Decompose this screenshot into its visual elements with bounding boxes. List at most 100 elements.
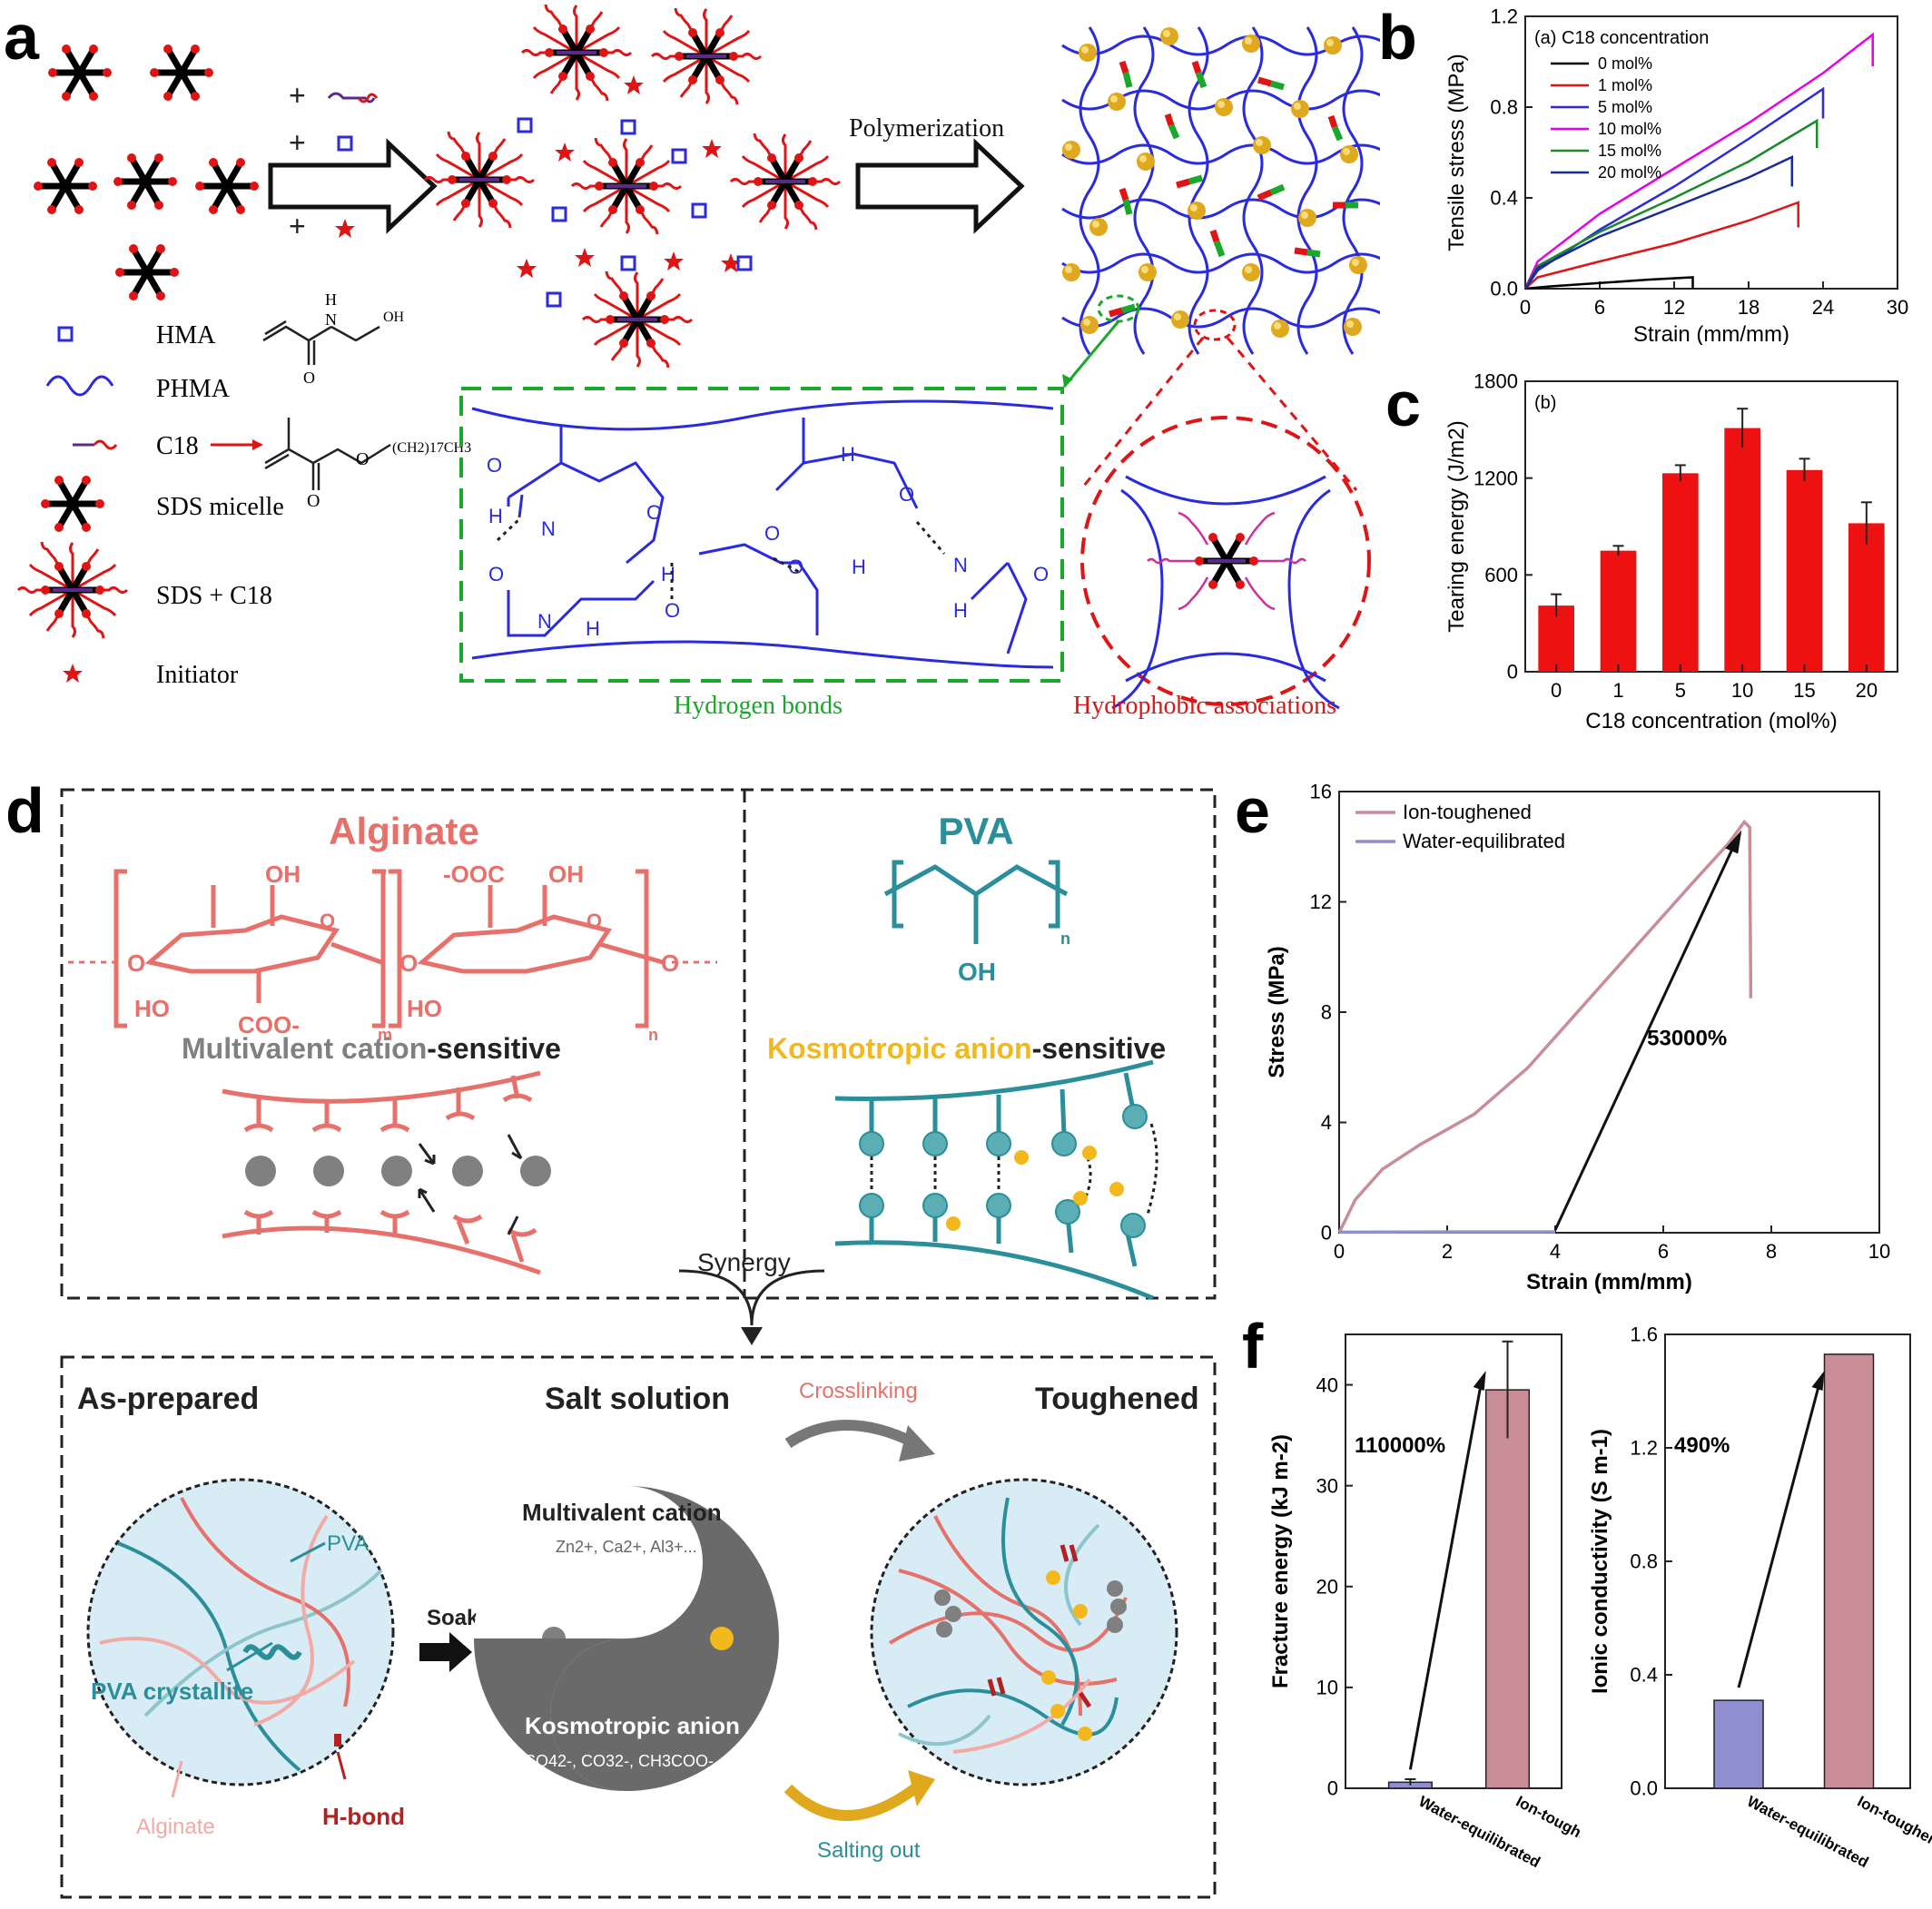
panel-a-schematic: + + + Polymerization [0,0,1380,720]
y-tick-label: 0 [1507,661,1518,684]
y-tick-label: 4 [1321,1111,1332,1134]
y-tick-label: 16 [1310,781,1332,803]
sds-c18-micelle-icon [652,8,761,104]
svg-text:O: O [399,950,418,977]
x-tick-label: 18 [1738,296,1760,319]
x-tick-label: 24 [1812,296,1834,319]
svg-text:HO: HO [407,995,442,1022]
y-tick-label: 0 [1321,1222,1332,1245]
y-axis-label: Fracture energy (kJ m-2) [1268,1434,1293,1688]
x-tick-label: 10 [1731,679,1753,702]
series-line-0mol [1524,276,1694,290]
x-tick-label: 6 [1594,296,1605,319]
chart-b-tensile-stress: 0.0 0.4 0.8 1.2 0 6 12 18 24 30 Strain (mm/mm) Tens… [1444,7,1908,345]
kosmotropic-anion-sensitive-label: Kosmotropic anion-sensitive [767,1032,1166,1065]
hydrophobic-association-circle [1080,416,1371,706]
x-tick-label: 8 [1766,1240,1777,1263]
y-tick-label: 1800 [1474,372,1518,393]
bar-1 [1600,550,1637,672]
hydrogen-bond-diagram [471,399,1054,669]
svg-text:(CH2)17CH3: (CH2)17CH3 [392,440,471,456]
x-tick-label: 10 [1868,1240,1890,1263]
hma-structure [262,320,380,365]
phma-icon [45,375,114,397]
legend-entry: 10 mol% [1598,120,1661,138]
svg-text:H: H [661,563,675,585]
c18-icon [93,439,118,450]
series-line-15mol [1523,118,1819,290]
y-tick-label: 20 [1316,1575,1338,1598]
soak-label: Soak [427,1606,479,1630]
x-category-label: Ion-toughened [1855,1793,1932,1858]
salt-solution-label: Salt solution [545,1382,730,1416]
multivalent-cation-label: Multivalent cation [522,1499,722,1526]
plot-frame [1338,791,1880,1234]
sds-c18-micelle-icon [425,132,534,228]
svg-text:n: n [648,1026,658,1044]
soak-arrow-icon [419,1632,472,1672]
legend-sds-c18: SDS + C18 [156,582,272,610]
panel-tag: (b) [1534,393,1556,413]
x-category-label: Water-equilibrated [1744,1793,1871,1872]
anion-list: SO42-, CO32-, CH3COO-... [525,1752,727,1770]
plus-sign: + [289,79,306,112]
svg-text:H: H [488,505,503,527]
svg-text:O: O [586,910,602,932]
svg-text:H: H [953,599,968,622]
bar-water-equilibrated [1713,1699,1764,1789]
initiator-icon [335,219,355,238]
hydrophobic-associations-caption: Hydrophobic associations [1073,692,1336,720]
svg-text:O: O [1033,563,1049,585]
y-tick-label: 0 [1327,1777,1338,1800]
hydrogen-bonds-caption: Hydrogen bonds [674,692,843,720]
panel-label-d: d [5,775,44,846]
pva-callout: PVA [327,1531,369,1556]
panel-label-a: a [4,2,39,73]
svg-text:O: O [487,454,502,477]
plus-sign: + [289,126,306,159]
annotation-arrowhead [1811,1371,1825,1391]
annotation-arrow [1737,1381,1821,1688]
x-axis-label: Strain (mm/mm) [1526,1270,1692,1294]
legend-initiator: Initiator [156,661,239,689]
svg-text:O: O [764,522,780,545]
svg-text:OH: OH [383,310,405,325]
svg-text:HO: HO [134,995,170,1022]
svg-text:COO-: COO- [238,1011,300,1038]
annotation-label: 490% [1674,1433,1730,1458]
svg-text:N: N [541,517,556,540]
initiator-icon [63,664,83,683]
svg-text:O: O [127,950,145,977]
svg-text:O: O [356,449,369,469]
svg-text:N: N [953,554,968,576]
panel-label-f: f [1242,1311,1264,1382]
toughened-label: Toughened [1035,1382,1199,1416]
svg-text:OH: OH [265,861,301,888]
legend-c18: C18 [156,432,199,460]
x-tick-label: 30 [1887,296,1908,319]
y-tick-label: 1.2 [1490,7,1518,28]
plot-frame [1345,1333,1562,1789]
x-tick-label: 0 [1334,1240,1345,1263]
c18-structure [264,418,391,490]
sds-micelle-icon [195,158,259,214]
svg-text:H: H [586,617,600,640]
svg-text:N: N [325,310,337,329]
svg-text:-OOC: -OOC [443,861,505,888]
toughened-circle [870,1478,1178,1786]
x-tick-label: 12 [1663,296,1685,319]
series-line-1mol [1524,201,1799,290]
svg-text:O: O [646,501,662,524]
y-tick-label: 0.8 [1630,1550,1658,1573]
arrow-icon [268,138,438,234]
x-tick-label: 15 [1793,679,1815,702]
series-line-5mol [1523,86,1825,290]
x-tick-label: 2 [1442,1240,1453,1263]
legend-entry: 0 mol% [1598,54,1652,73]
alginate-structure [68,869,717,1028]
sds-micelle-icon [115,244,179,300]
svg-text:O: O [788,556,803,578]
polymer-network [1061,26,1380,355]
svg-text:n: n [1060,930,1070,948]
sds-c18-micelle-icon [522,5,631,101]
